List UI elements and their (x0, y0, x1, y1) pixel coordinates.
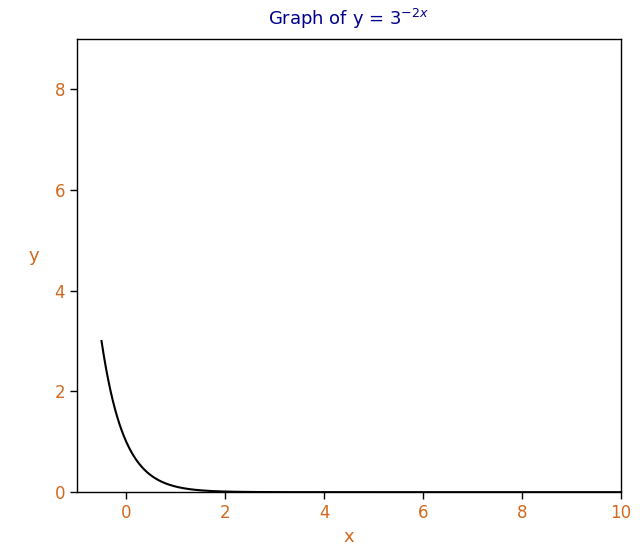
X-axis label: x: x (344, 528, 354, 545)
Title: Graph of y = $3^{-2x}$: Graph of y = $3^{-2x}$ (268, 7, 429, 31)
Y-axis label: y: y (28, 247, 39, 265)
